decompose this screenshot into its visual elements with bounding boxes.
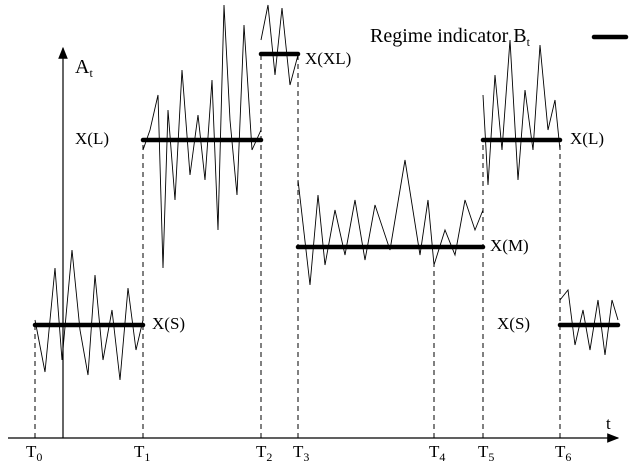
- text-part: T: [478, 442, 489, 461]
- regime-levels: [32, 51, 621, 328]
- regime-label: X(XL): [305, 49, 351, 68]
- text-part: t: [527, 35, 531, 49]
- regime-label: X(L): [570, 129, 604, 148]
- text-part: 0: [36, 450, 42, 464]
- text-part: 6: [565, 450, 571, 464]
- time-label: T3: [293, 442, 309, 464]
- time-label: T1: [134, 442, 150, 464]
- text-part: 4: [439, 450, 445, 464]
- text-part: t: [89, 66, 93, 80]
- text-part: T: [293, 442, 304, 461]
- text-part: T: [256, 442, 267, 461]
- legend-text: Regime indicator Bt: [370, 25, 531, 49]
- regime-label: X(S): [497, 314, 530, 333]
- regime-label: X(S): [152, 314, 185, 333]
- text-part: 3: [303, 450, 309, 464]
- x-axis-label: t: [606, 414, 611, 433]
- time-label: T4: [429, 442, 445, 464]
- text-part: Regime indicator B: [370, 25, 527, 47]
- time-label: T0: [26, 442, 42, 464]
- text-part: T: [26, 442, 37, 461]
- time-label: T2: [256, 442, 272, 464]
- time-label: T6: [555, 442, 571, 464]
- text-part: T: [429, 442, 440, 461]
- text-part: A: [75, 56, 90, 78]
- y-axis-label: At: [75, 56, 93, 80]
- text-part: 2: [266, 450, 272, 464]
- regime-label: X(L): [75, 129, 109, 148]
- time-label: T5: [478, 442, 494, 464]
- text-part: 1: [144, 450, 150, 464]
- regime-label: X(M): [490, 236, 529, 255]
- text-part: 5: [488, 450, 494, 464]
- text-part: T: [134, 442, 145, 461]
- text-part: T: [555, 442, 566, 461]
